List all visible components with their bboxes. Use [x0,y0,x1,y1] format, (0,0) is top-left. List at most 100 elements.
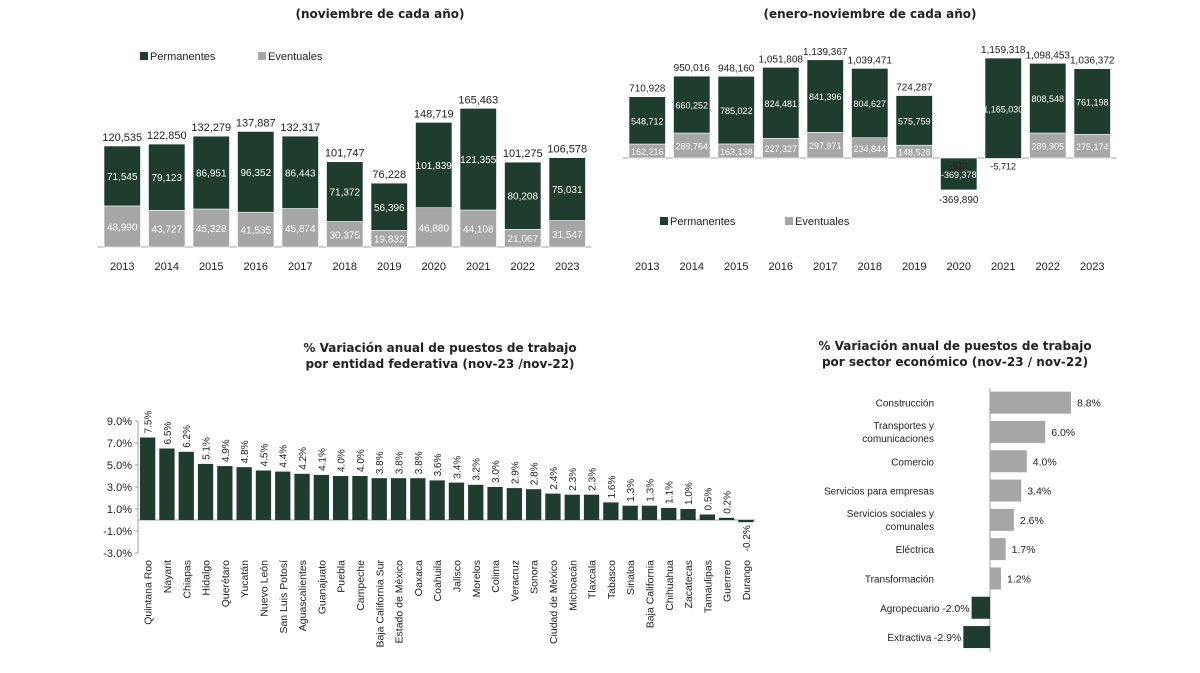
data-label-total: 132,279 [191,122,231,134]
x-tick-label: Querétaro [220,560,232,607]
bar-permanentes [984,57,1022,159]
data-label-eventuales: -5,712 [990,161,1016,171]
bar-permanentes [326,161,364,222]
x-tick-label: Estado de México [394,560,406,644]
x-tick-label: Tlaxcala [587,560,599,599]
bar [963,626,990,649]
x-tick-label: Chihuahua [664,560,676,611]
bar-eventuales [673,132,711,159]
chart1-subtitle: (noviembre de cada año) [295,7,465,21]
y-tick-label: Servicios para empresas [824,487,934,498]
data-label-permanentes: 79,123 [151,173,182,184]
bar-permanentes [237,131,275,213]
bar [990,538,1006,561]
data-label-total: 132,317 [280,122,320,134]
data-label: 1.1% [665,481,676,504]
data-label: 0.2% [723,491,734,514]
x-tick-label: Baja California Sur [374,560,386,648]
bar-eventuales [326,221,364,248]
data-label: 2.4% [549,467,560,490]
data-label-permanentes: 71,545 [107,172,138,183]
data-label: -0.2% [742,525,753,551]
x-tick-label: 2019 [902,261,926,273]
data-label-eventuales: 162,216 [631,147,664,157]
data-label-total: 1,051,808 [759,54,804,65]
bar [699,514,715,520]
chart3-title-line1: % Variación anual de puestos de trabajo [303,341,577,355]
data-label-permanentes: 80,208 [507,192,538,203]
y-tick-label: -3.0% [103,548,132,560]
bar [719,517,735,520]
data-label: 1.3% [645,479,656,502]
bar [371,478,387,520]
y-tick-label: -1.0% [103,526,132,538]
data-label-permanentes: 761,198 [1076,97,1109,107]
data-label: 6.0% [1051,427,1075,439]
bar-permanentes [281,135,319,209]
x-tick-label: Veracruz [509,560,521,601]
data-label: 4.0% [356,449,367,472]
data-label-total: 148,719 [414,108,454,120]
y-tick-label: 7.0% [107,438,132,450]
x-tick-label: Durango [741,560,753,600]
y-tick-label: Construcción [876,399,934,410]
bar-permanentes [103,145,141,207]
bar-eventuales [103,205,141,248]
bar [990,567,1002,590]
data-label: 4.5% [259,444,270,467]
data-label: -2.0% [942,603,969,615]
legend-label-eventuales: Eventuales [795,216,850,228]
data-label-eventuales: 148,528 [898,148,931,158]
x-tick-label: 2019 [377,261,401,273]
x-tick-label: Oaxaca [413,560,425,596]
data-label-permanentes: 71,372 [329,188,360,199]
data-label-permanentes: 101,839 [416,161,453,172]
legend-swatch-permanentes [140,52,148,60]
data-label: 7.5% [144,411,155,434]
data-label-total: -369,890 [939,195,979,206]
data-label: 2.6% [1020,515,1044,527]
bar [255,470,272,520]
bar [506,488,522,520]
x-tick-label: Morelos [471,560,483,597]
data-label-permanentes: 75,031 [552,185,583,196]
chart-stacked-ene-nov: 548,712 162,216 710,928 2013 660,252 289,764 9… [623,45,1117,273]
chart4-title-line2: por sector económico (nov-23 / nov-22) [821,355,1089,369]
x-tick-label: 2018 [858,261,882,273]
x-tick-label: Guerrero [722,560,734,602]
y-tick-label: Transformación [865,574,934,585]
bar [738,520,754,523]
data-label-permanentes: 548,712 [631,116,664,126]
legend-label-permanentes: Permanentes [150,51,216,63]
x-tick-label: Sonora [529,560,541,594]
data-label-total: 120,535 [102,132,142,144]
data-label: 4.0% [1033,456,1057,468]
x-tick-label: Guanajuato [316,560,328,614]
y-tick-label: Agropecuario [880,604,940,615]
bar [217,466,233,520]
x-tick-label: Jalisco [451,560,463,592]
x-tick-label: Quintana Roo [143,560,155,625]
bar [526,489,542,520]
y-tick-label: 1.0% [107,504,132,516]
bar [680,509,696,520]
x-tick-label: 2015 [724,261,748,273]
data-label: 3.0% [491,460,502,483]
data-label-permanentes: 804,627 [853,99,886,109]
data-label-permanentes: 96,352 [240,168,271,179]
chart3-title: % Variación anual de puestos de trabajo … [220,340,660,372]
bar [178,451,194,520]
bar-permanentes [192,135,230,210]
y-tick-label: Extractiva [887,633,931,644]
bar [603,502,619,520]
data-label: 4.9% [221,439,232,462]
y-tick-label: Comercio [891,457,934,468]
x-tick-label: 2013 [635,261,659,273]
x-tick-label: 2022 [511,261,535,273]
data-label: 5.1% [202,437,213,460]
data-label-total: 137,887 [236,117,276,129]
data-label: 2.9% [510,461,521,484]
data-label-eventuales: 45,874 [285,224,316,235]
data-label-eventuales: 46,880 [418,223,449,234]
data-label-permanentes: 841,396 [809,92,842,102]
